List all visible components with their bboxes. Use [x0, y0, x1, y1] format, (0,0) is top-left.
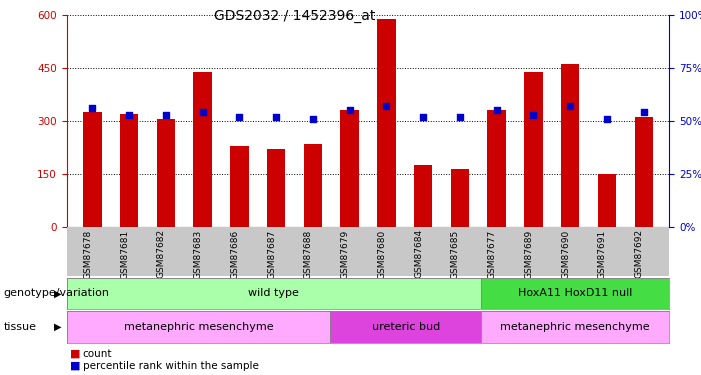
Text: GDS2032 / 1452396_at: GDS2032 / 1452396_at — [214, 9, 375, 23]
Bar — [377, 18, 395, 227]
Point — [601, 116, 613, 122]
Bar — [156, 119, 175, 227]
Bar — [267, 149, 285, 227]
Point — [381, 103, 392, 109]
Text: ■: ■ — [70, 349, 81, 358]
Bar — [481, 278, 669, 309]
Text: GSM87679: GSM87679 — [341, 229, 350, 279]
Bar — [83, 112, 102, 227]
Text: GSM87677: GSM87677 — [488, 229, 497, 279]
Text: GSM87691: GSM87691 — [598, 229, 607, 279]
Bar — [67, 311, 330, 343]
Text: GSM87680: GSM87680 — [377, 229, 386, 279]
Point — [454, 114, 465, 120]
Bar — [330, 311, 481, 343]
Point — [161, 112, 172, 118]
Text: GSM87687: GSM87687 — [267, 229, 276, 279]
Point — [307, 116, 318, 122]
Text: ▶: ▶ — [53, 288, 61, 298]
Point — [197, 110, 208, 116]
Bar — [451, 169, 469, 227]
Text: GSM87685: GSM87685 — [451, 229, 460, 279]
Text: GSM87681: GSM87681 — [120, 229, 129, 279]
Text: metanephric mesenchyme: metanephric mesenchyme — [501, 322, 650, 332]
Point — [638, 110, 649, 116]
Text: genotype/variation: genotype/variation — [4, 288, 109, 298]
Text: GSM87684: GSM87684 — [414, 229, 423, 278]
Point — [564, 103, 576, 109]
Bar — [634, 117, 653, 227]
Point — [271, 114, 282, 120]
Point — [233, 114, 245, 120]
Point — [418, 114, 429, 120]
Bar — [481, 311, 669, 343]
Bar — [304, 144, 322, 227]
Text: GSM87678: GSM87678 — [83, 229, 93, 279]
Point — [491, 107, 503, 113]
Bar — [414, 165, 433, 227]
Bar — [524, 72, 543, 227]
Text: ▶: ▶ — [53, 322, 61, 332]
Bar — [193, 72, 212, 227]
Text: metanephric mesenchyme: metanephric mesenchyme — [123, 322, 273, 332]
Text: count: count — [83, 350, 112, 359]
Text: GSM87686: GSM87686 — [231, 229, 239, 279]
Text: GSM87692: GSM87692 — [634, 229, 644, 278]
Point — [87, 105, 98, 111]
Point — [123, 112, 135, 118]
Text: GSM87683: GSM87683 — [193, 229, 203, 279]
Text: GSM87689: GSM87689 — [524, 229, 533, 279]
Text: HoxA11 HoxD11 null: HoxA11 HoxD11 null — [518, 288, 632, 298]
Text: ■: ■ — [70, 361, 81, 370]
Point — [528, 112, 539, 118]
Bar — [120, 114, 138, 227]
Text: tissue: tissue — [4, 322, 36, 332]
Bar — [67, 278, 481, 309]
Text: ureteric bud: ureteric bud — [372, 322, 440, 332]
Text: GSM87682: GSM87682 — [157, 229, 166, 278]
Bar — [598, 174, 616, 227]
Text: wild type: wild type — [248, 288, 299, 298]
Text: GSM87688: GSM87688 — [304, 229, 313, 279]
Bar — [487, 110, 506, 227]
Text: GSM87690: GSM87690 — [562, 229, 570, 279]
Bar — [561, 64, 580, 227]
Bar — [341, 110, 359, 227]
Point — [344, 107, 355, 113]
Bar — [230, 146, 249, 227]
Text: percentile rank within the sample: percentile rank within the sample — [83, 362, 259, 371]
